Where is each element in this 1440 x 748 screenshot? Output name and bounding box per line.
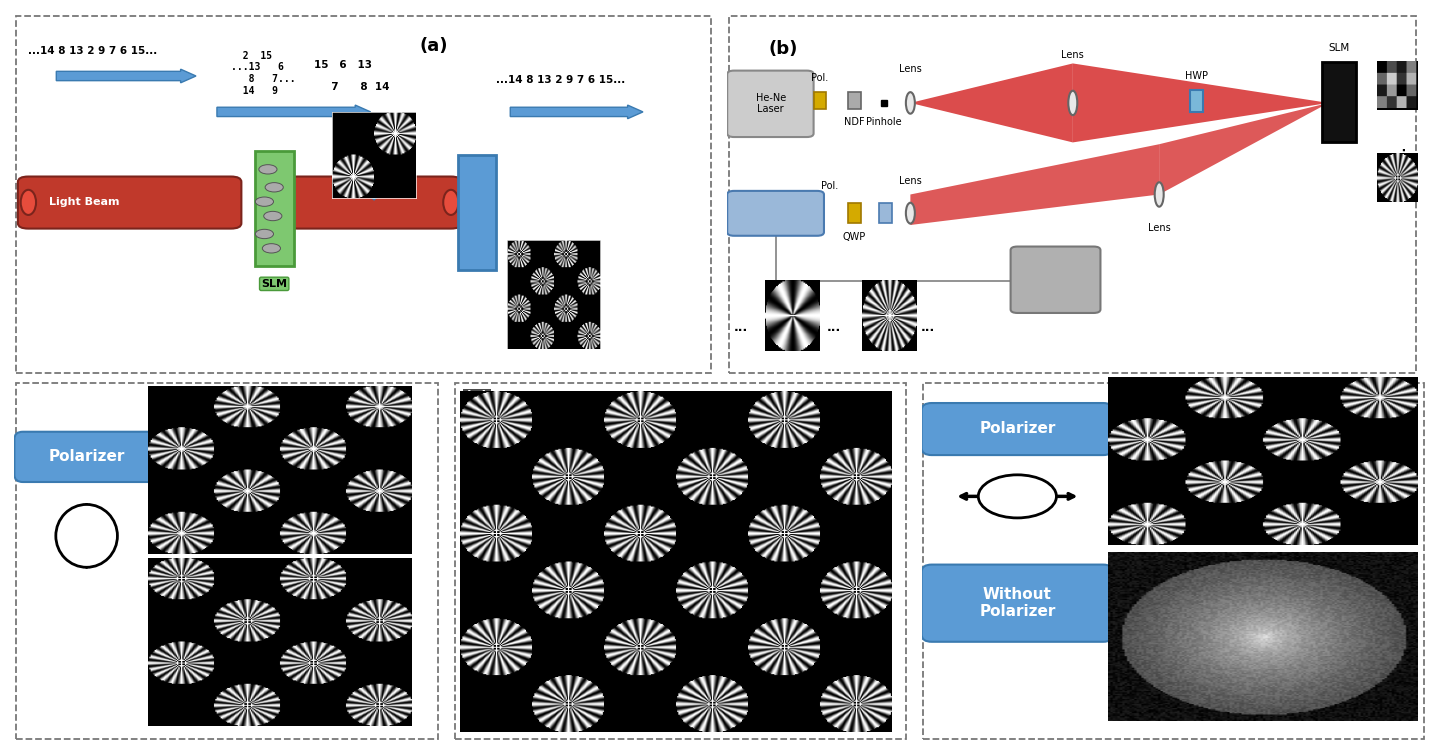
Ellipse shape	[906, 203, 914, 224]
Text: ...: ...	[1394, 144, 1408, 159]
Text: ...: ...	[588, 278, 600, 291]
Text: (f): (f)	[1110, 390, 1130, 405]
Circle shape	[262, 244, 281, 253]
Text: (e): (e)	[465, 390, 490, 405]
Text: PC: PC	[1047, 275, 1064, 284]
Circle shape	[255, 230, 274, 239]
FancyBboxPatch shape	[727, 70, 814, 137]
Text: 7      8  14: 7 8 14	[324, 82, 389, 92]
Text: Camera: Camera	[753, 208, 798, 218]
Text: Parallel Data: Parallel Data	[238, 105, 318, 115]
FancyArrow shape	[366, 137, 382, 200]
Text: (d): (d)	[153, 565, 177, 580]
Text: ...: ...	[1394, 65, 1408, 79]
Text: HWP: HWP	[1185, 71, 1208, 82]
Text: ...: ...	[827, 321, 841, 334]
FancyBboxPatch shape	[1011, 247, 1100, 313]
FancyBboxPatch shape	[1191, 91, 1202, 112]
Text: Light Beam: Light Beam	[49, 197, 120, 207]
Text: SLM: SLM	[261, 279, 287, 289]
FancyArrow shape	[510, 105, 642, 119]
Polygon shape	[910, 144, 1159, 225]
Text: SLM: SLM	[1328, 43, 1349, 52]
Text: Pol.: Pol.	[811, 73, 828, 83]
Bar	[458, 155, 497, 270]
Text: Pol.: Pol.	[821, 181, 838, 191]
Circle shape	[255, 197, 274, 206]
Text: Lens: Lens	[1061, 50, 1084, 60]
Ellipse shape	[20, 190, 36, 215]
FancyBboxPatch shape	[727, 191, 824, 236]
FancyBboxPatch shape	[14, 432, 158, 482]
Bar	[1322, 61, 1356, 142]
FancyBboxPatch shape	[880, 203, 891, 223]
Ellipse shape	[1068, 91, 1077, 115]
FancyBboxPatch shape	[848, 203, 861, 223]
Circle shape	[264, 212, 282, 221]
Text: Received Data: Received Data	[524, 105, 613, 115]
FancyBboxPatch shape	[814, 92, 827, 109]
Text: ...: ...	[734, 321, 749, 334]
Text: Without
Polarizer: Without Polarizer	[979, 587, 1056, 619]
Text: (b): (b)	[769, 40, 798, 58]
FancyBboxPatch shape	[255, 151, 294, 266]
Text: QWP: QWP	[842, 232, 865, 242]
FancyBboxPatch shape	[848, 92, 861, 109]
Text: Polarizer: Polarizer	[979, 421, 1056, 436]
Text: Analyzer: Analyzer	[472, 187, 482, 238]
Polygon shape	[910, 64, 1073, 142]
Text: NDF: NDF	[844, 117, 864, 127]
Ellipse shape	[56, 504, 118, 567]
Ellipse shape	[906, 92, 914, 114]
Ellipse shape	[444, 190, 458, 215]
Text: Polarizer: Polarizer	[49, 450, 125, 465]
Circle shape	[259, 165, 276, 174]
Circle shape	[265, 183, 284, 192]
Text: Lens: Lens	[899, 176, 922, 186]
FancyArrow shape	[217, 105, 370, 119]
Text: (g): (g)	[1110, 560, 1135, 574]
Text: ...14 8 13 2 9 7 6 15...: ...14 8 13 2 9 7 6 15...	[497, 75, 625, 85]
Ellipse shape	[1155, 183, 1164, 206]
FancyBboxPatch shape	[17, 177, 242, 229]
Polygon shape	[1073, 64, 1329, 142]
FancyBboxPatch shape	[287, 177, 461, 229]
Text: (a): (a)	[419, 37, 448, 55]
FancyArrow shape	[56, 69, 196, 83]
Text: 2  15
...13   6
   8   7...
  14   9: 2 15 ...13 6 8 7... 14 9	[230, 51, 295, 96]
Text: He-Ne
Laser: He-Ne Laser	[756, 93, 786, 114]
Ellipse shape	[978, 475, 1057, 518]
Text: Lens: Lens	[899, 64, 922, 74]
Text: ...14 8 13 2 9 7 6 15...: ...14 8 13 2 9 7 6 15...	[29, 46, 157, 56]
Text: ...: ...	[920, 321, 935, 334]
Text: Lens: Lens	[1148, 223, 1171, 233]
FancyBboxPatch shape	[922, 565, 1113, 642]
FancyBboxPatch shape	[922, 403, 1113, 455]
Polygon shape	[1159, 103, 1329, 194]
Text: (c): (c)	[153, 390, 176, 405]
Text: Pinhole: Pinhole	[867, 117, 901, 127]
Text: ...: ...	[393, 134, 405, 147]
Text: 15   6   13: 15 6 13	[314, 61, 372, 70]
Text: Serial Data: Serial Data	[85, 70, 154, 79]
